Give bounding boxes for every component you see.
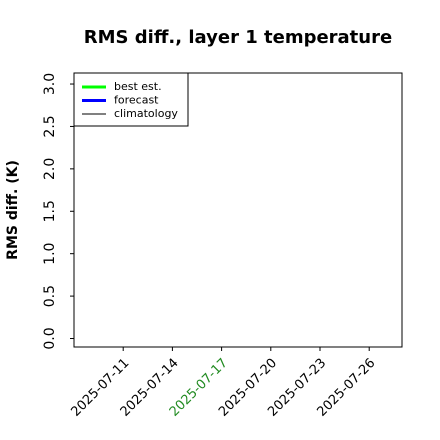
legend-label: climatology (114, 107, 178, 120)
chart-title: RMS diff., layer 1 temperature (84, 27, 392, 48)
y-axis-label: RMS diff. (K) (5, 160, 21, 260)
legend-label: forecast (114, 94, 159, 107)
y-tick-label: 2.5 (42, 115, 58, 137)
y-tick-label: 0.0 (42, 327, 58, 349)
y-tick-label: 0.5 (42, 285, 58, 307)
y-tick-label: 3.0 (42, 73, 58, 95)
plot-area (73, 72, 403, 348)
y-tick-label: 1.0 (42, 243, 58, 265)
y-tick-label: 1.5 (42, 200, 58, 222)
y-tick-label: 2.0 (42, 158, 58, 180)
legend-label: best est. (114, 80, 162, 93)
